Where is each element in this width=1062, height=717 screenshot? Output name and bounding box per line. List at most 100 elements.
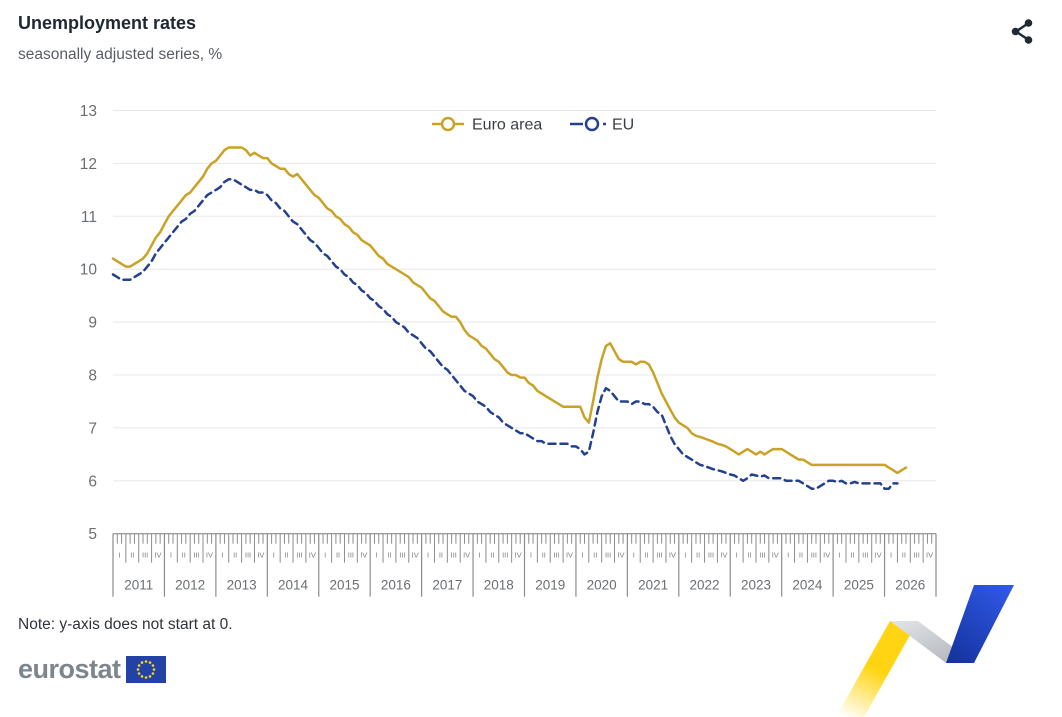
quarter-label: III — [451, 551, 457, 560]
ribbon-blue-stroke — [946, 585, 1014, 663]
y-tick-label: 11 — [81, 209, 97, 226]
euro-area-legend-label[interactable]: Euro area — [472, 117, 542, 134]
y-tick-label: 7 — [88, 420, 97, 437]
quarter-label: III — [193, 551, 199, 560]
quarter-label: I — [839, 551, 841, 560]
quarter-label: II — [593, 551, 597, 560]
y-tick-label: 9 — [88, 315, 97, 332]
quarter-label: I — [890, 551, 892, 560]
quarter-label: IV — [206, 551, 213, 560]
flag-star — [137, 664, 140, 667]
quarter-label: II — [490, 551, 494, 560]
eu-legend-label[interactable]: EU — [612, 117, 634, 134]
eu-line — [111, 178, 899, 490]
quarter-label: II — [902, 551, 906, 560]
page-title: Unemployment rates — [18, 13, 197, 33]
year-label: 2016 — [381, 578, 411, 593]
quarter-label: I — [478, 551, 480, 560]
quarter-label: III — [862, 551, 868, 560]
quarter-label: IV — [515, 551, 522, 560]
quarter-label: III — [811, 551, 817, 560]
quarter-label: I — [427, 551, 429, 560]
chart-legend: Euro area EU — [432, 117, 634, 134]
euro-area-legend-marker — [440, 116, 456, 132]
quarter-label: II — [336, 551, 340, 560]
quarter-label: IV — [360, 551, 367, 560]
chart-area: 5 6 7 8 9 10 11 12 13 2011 I II III IV 2012 I II III IV 201… — [0, 80, 1062, 610]
year-label: 2025 — [844, 578, 874, 593]
quarter-label: I — [273, 551, 275, 560]
quarter-label: III — [502, 551, 508, 560]
flag-star — [140, 675, 143, 678]
quarter-label: II — [747, 551, 751, 560]
y-tick-label: 6 — [88, 473, 97, 490]
year-label: 2019 — [535, 578, 565, 593]
chart-note: Note: y-axis does not start at 0. — [18, 616, 233, 633]
year-label: 2018 — [484, 578, 514, 593]
flag-star — [148, 661, 151, 664]
eu-flag-icon — [125, 656, 166, 683]
eurostat-logo-text: eurostat — [18, 654, 121, 684]
quarter-label: IV — [875, 551, 882, 560]
flag-star — [151, 664, 154, 667]
year-label: 2023 — [741, 578, 771, 593]
brand-ribbon-decoration — [836, 585, 1014, 717]
quarter-label: I — [324, 551, 326, 560]
quarter-label: II — [850, 551, 854, 560]
ribbon-yellow-stroke — [836, 621, 918, 717]
quarter-label: III — [759, 551, 765, 560]
quarter-label: I — [581, 551, 583, 560]
quarter-label: II — [696, 551, 700, 560]
quarter-label: IV — [669, 551, 676, 560]
flag-star — [136, 668, 139, 671]
quarter-label: I — [530, 551, 532, 560]
quarter-label: IV — [257, 551, 264, 560]
year-label: 2014 — [278, 578, 309, 593]
quarter-label: IV — [720, 551, 727, 560]
quarter-label: II — [285, 551, 289, 560]
quarter-label: III — [245, 551, 251, 560]
flag-star — [137, 672, 140, 675]
quarter-label: III — [708, 551, 714, 560]
y-tick-label: 13 — [80, 103, 97, 120]
quarter-label: III — [554, 551, 560, 560]
flag-star — [148, 675, 151, 678]
quarter-label: IV — [412, 551, 419, 560]
quarter-label: II — [645, 551, 649, 560]
flag-star — [140, 661, 143, 664]
quarter-label: III — [605, 551, 611, 560]
year-label: 2013 — [227, 578, 257, 593]
quarter-label: III — [656, 551, 662, 560]
quarter-label: III — [296, 551, 302, 560]
year-label: 2015 — [329, 578, 359, 593]
quarter-label: IV — [823, 551, 830, 560]
flag-star — [144, 676, 147, 679]
year-label: 2021 — [638, 578, 668, 593]
year-label: 2024 — [792, 578, 823, 593]
year-label: 2026 — [895, 578, 925, 593]
quarter-label: IV — [309, 551, 316, 560]
year-label: 2020 — [587, 578, 617, 593]
quarter-label: II — [439, 551, 443, 560]
quarter-label: I — [170, 551, 172, 560]
euro-area-line — [111, 146, 908, 475]
year-label: 2012 — [175, 578, 205, 593]
eurostat-logo: eurostat — [18, 656, 166, 683]
quarter-label: IV — [772, 551, 779, 560]
quarter-label: I — [633, 551, 635, 560]
quarter-label: I — [736, 551, 738, 560]
quarter-label: I — [221, 551, 223, 560]
flag-star — [152, 668, 155, 671]
year-label: 2022 — [690, 578, 720, 593]
eu-legend-marker — [584, 116, 600, 132]
y-tick-label: 10 — [80, 262, 98, 279]
quarter-label: II — [233, 551, 237, 560]
quarter-label: II — [387, 551, 391, 560]
share-icon[interactable] — [1008, 16, 1038, 46]
y-tick-label: 5 — [88, 526, 97, 543]
flag-star — [144, 660, 147, 663]
quarter-label: II — [182, 551, 186, 560]
